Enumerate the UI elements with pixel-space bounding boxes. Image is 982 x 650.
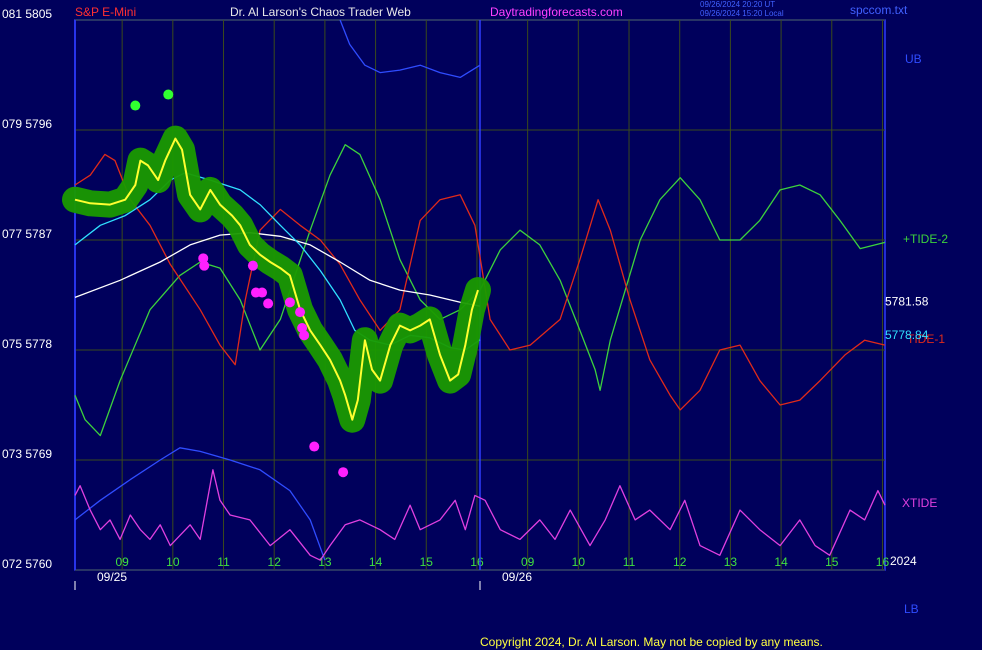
- point: [263, 298, 274, 309]
- x-tick-label: 11: [217, 555, 230, 569]
- series-line: [74, 144, 886, 437]
- x-tick-label: 10: [166, 555, 180, 569]
- point: [299, 330, 310, 341]
- x-tick-label: 15: [825, 555, 839, 569]
- point: [338, 467, 349, 478]
- x-tick-label: 14: [774, 555, 788, 569]
- year: 2024: [890, 554, 917, 568]
- series-line: [74, 447, 326, 561]
- x-tick-label: 09: [521, 555, 535, 569]
- series-label: XTIDE: [902, 496, 937, 510]
- x-tick-label: 13: [318, 555, 332, 569]
- x-tick-label: 09: [115, 555, 129, 569]
- last-value-label: 5778.84: [885, 328, 929, 342]
- point: [257, 287, 268, 298]
- x-tick-label: 16: [470, 555, 484, 569]
- y-tick-label: 081 5805: [2, 7, 52, 21]
- point: [295, 307, 306, 318]
- x-tick-label: 15: [420, 555, 434, 569]
- copyright: Copyright 2024, Dr. Al Larson. May not b…: [480, 635, 823, 649]
- timestamp: 09/26/2024 20:20 UT: [700, 0, 775, 9]
- file-name: spccom.txt: [850, 3, 908, 17]
- x-tick-label: 12: [673, 555, 687, 569]
- x-tick-label: 13: [724, 555, 738, 569]
- series-label: UB: [905, 52, 922, 66]
- point: [163, 89, 174, 100]
- series-line: [74, 469, 886, 561]
- x-tick-label: 12: [268, 555, 282, 569]
- y-tick-label: 072 5760: [2, 557, 52, 571]
- y-tick-label: 075 5778: [2, 337, 52, 351]
- x-tick-label: 10: [572, 555, 586, 569]
- instrument: S&P E-Mini: [75, 5, 136, 19]
- point: [247, 260, 258, 271]
- y-tick-label: 079 5796: [2, 117, 52, 131]
- series-label: +TIDE-2: [903, 232, 948, 246]
- series-label: LB: [904, 602, 919, 616]
- timestamp: 09/26/2024 15:20 Local: [700, 9, 784, 18]
- point: [199, 260, 210, 271]
- point: [284, 297, 295, 308]
- series-line: [339, 19, 481, 79]
- y-tick-label: 077 5787: [2, 227, 52, 241]
- site: Daytradingforecasts.com: [490, 5, 623, 19]
- x-tick-label: 14: [369, 555, 383, 569]
- date-label: 09/25: [97, 570, 127, 584]
- series-line: [74, 137, 479, 421]
- x-tick-label: 11: [623, 555, 636, 569]
- last-value-label: 5781.58: [885, 294, 929, 308]
- point: [198, 253, 209, 264]
- series-line: [74, 153, 886, 411]
- point: [309, 441, 320, 452]
- x-tick-label: 16: [876, 555, 890, 569]
- chart-title: Dr. Al Larson's Chaos Trader Web: [230, 5, 411, 19]
- series-label: TIDE-1: [907, 332, 945, 346]
- date-label: 09/26: [502, 570, 532, 584]
- point: [130, 100, 141, 111]
- y-tick-label: 073 5769: [2, 447, 52, 461]
